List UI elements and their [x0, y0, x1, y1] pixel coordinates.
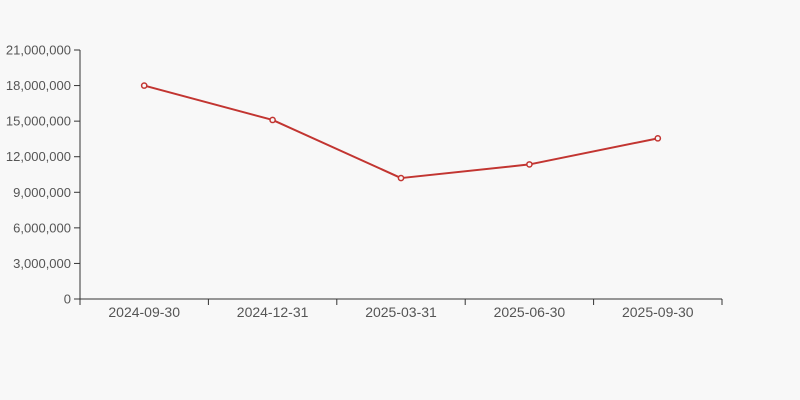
y-tick-label: 21,000,000 [6, 43, 71, 58]
y-tick-label: 9,000,000 [13, 185, 71, 200]
y-tick-label: 18,000,000 [6, 78, 71, 93]
x-tick-label: 2024-09-30 [108, 304, 180, 320]
data-point-marker[interactable] [654, 134, 662, 142]
x-tick-label: 2025-09-30 [622, 304, 694, 320]
data-point-marker[interactable] [526, 161, 533, 168]
x-tick-label: 2025-03-31 [365, 304, 437, 320]
x-tick-label: 2024-12-31 [237, 304, 309, 320]
series-line [143, 84, 659, 180]
data-point-marker[interactable] [269, 116, 276, 124]
y-tick-label: 3,000,000 [13, 256, 71, 271]
data-point-marker[interactable] [397, 174, 405, 182]
data-point-marker[interactable] [140, 82, 148, 89]
x-tick-label: 2025-06-30 [494, 304, 566, 320]
y-tick-label: 12,000,000 [6, 149, 71, 164]
y-tick-label: 0 [64, 292, 71, 307]
y-tick-label: 6,000,000 [13, 220, 71, 235]
y-tick-label: 15,000,000 [6, 114, 71, 129]
